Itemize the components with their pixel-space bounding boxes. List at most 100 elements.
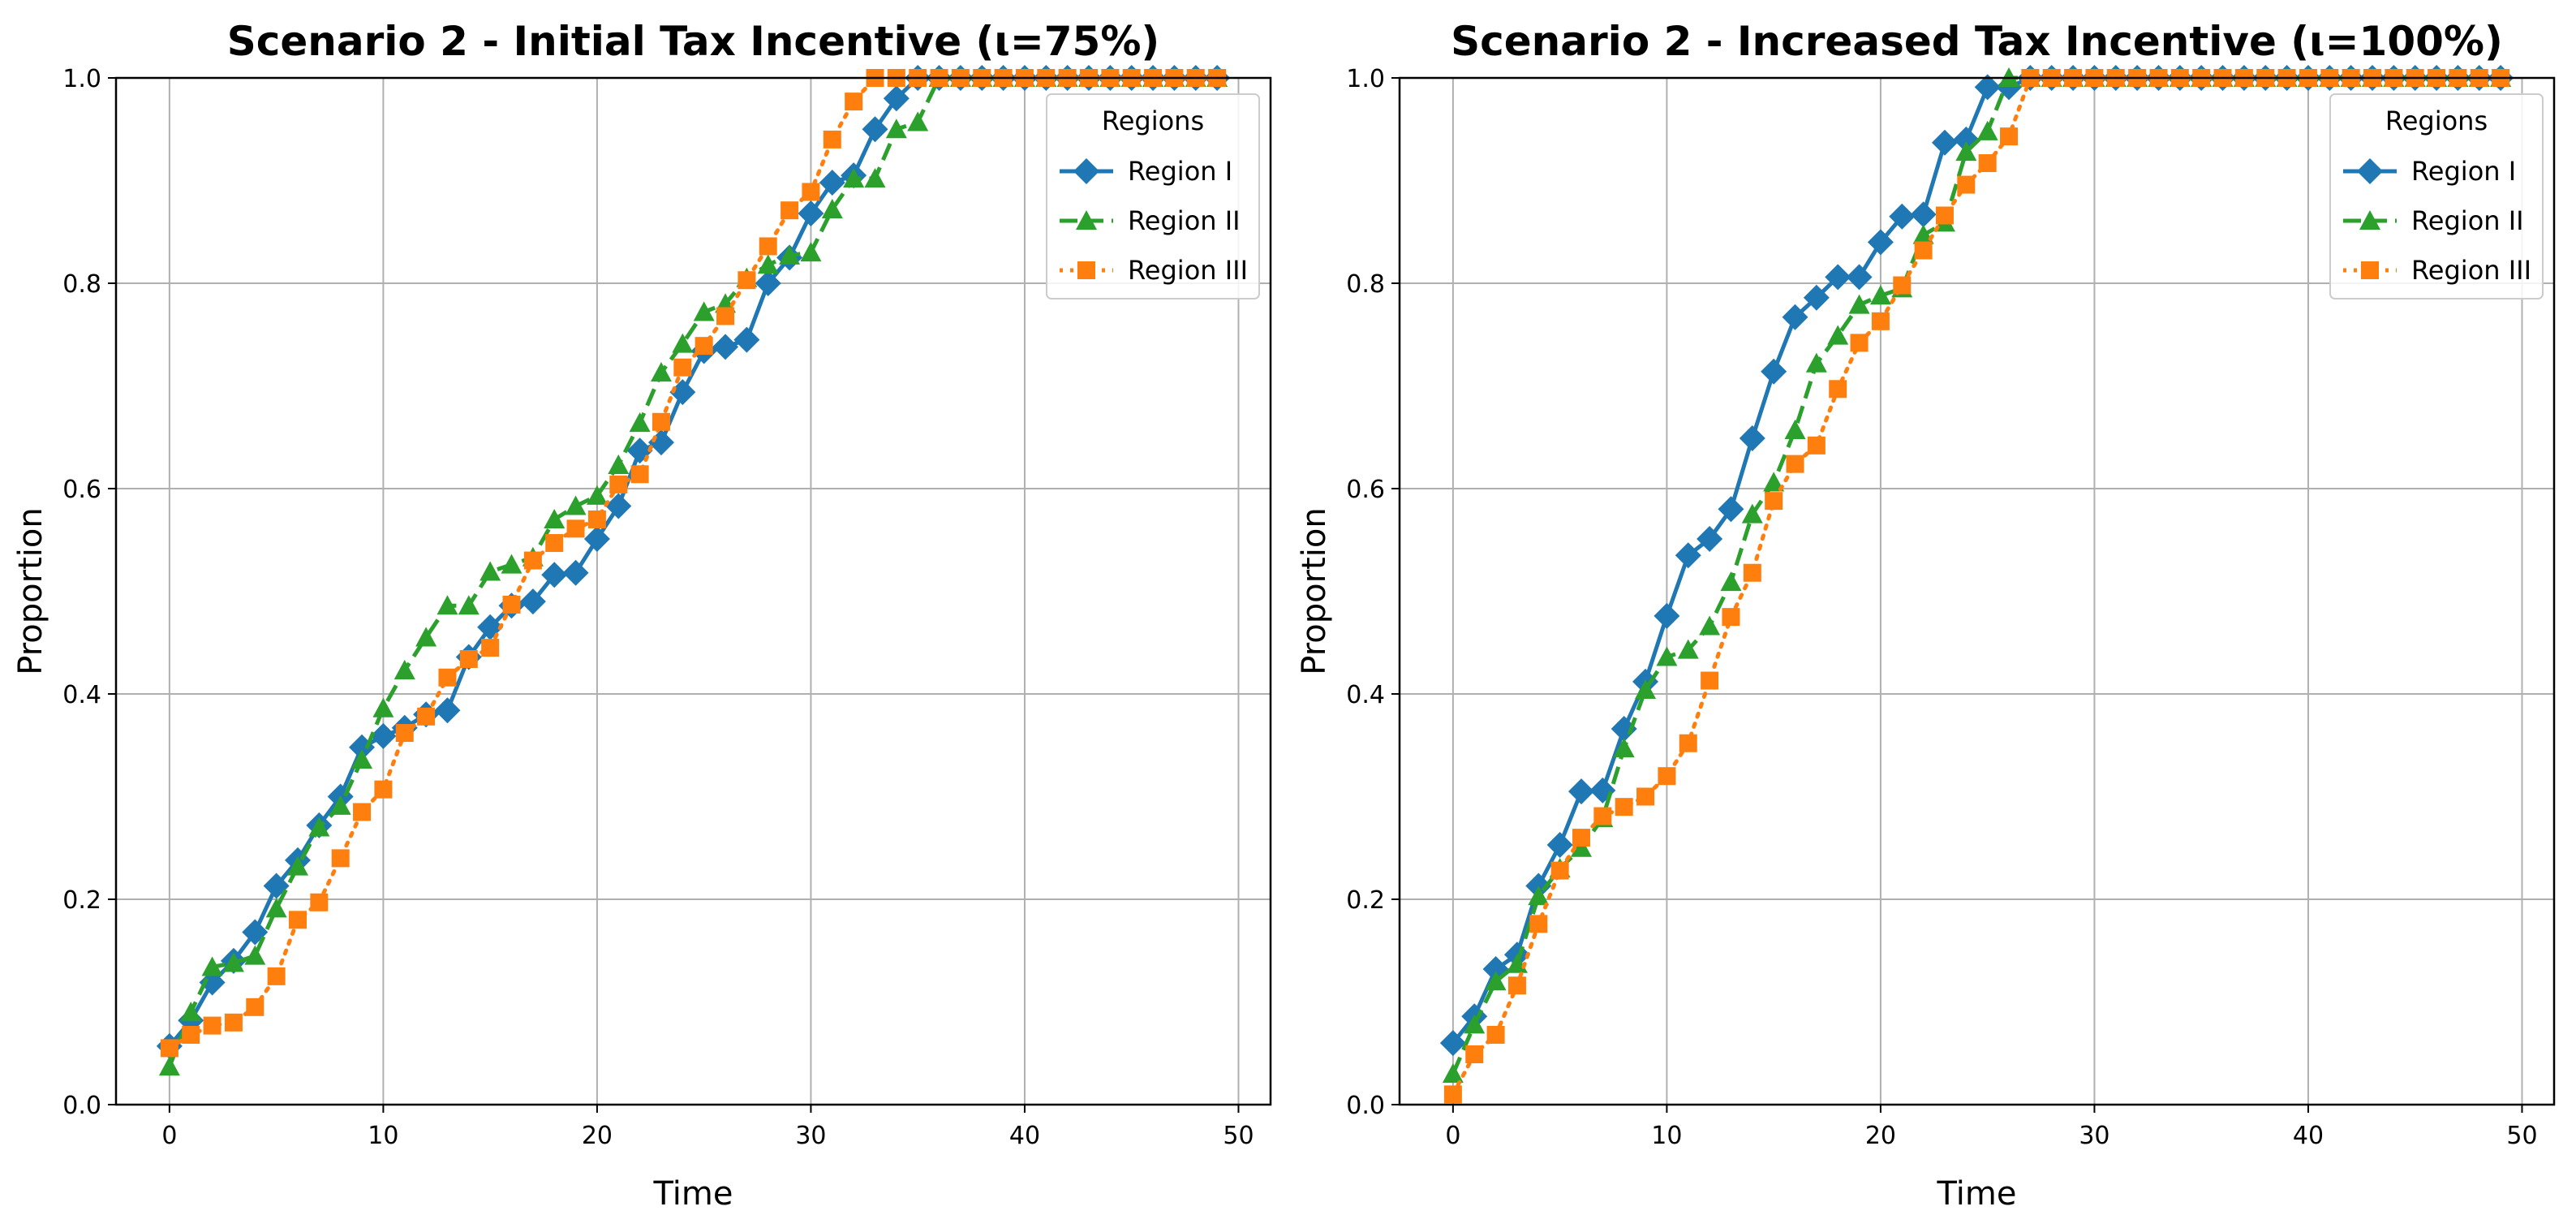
data-point xyxy=(308,817,330,837)
data-point xyxy=(1931,129,1958,156)
legend-marker xyxy=(1073,158,1099,184)
legend-box xyxy=(1046,93,1260,299)
legend-label: Region I xyxy=(1128,156,1232,187)
data-point xyxy=(862,116,888,143)
data-point xyxy=(1807,436,1826,455)
data-point xyxy=(1871,312,1890,330)
data-point xyxy=(1889,203,1916,230)
data-point xyxy=(673,358,692,377)
data-point xyxy=(1486,1025,1505,1044)
data-point xyxy=(329,795,351,815)
data-point xyxy=(630,465,649,484)
data-point xyxy=(1718,496,1744,523)
data-point xyxy=(545,534,564,553)
data-point xyxy=(759,237,777,256)
data-point xyxy=(1846,264,1873,291)
x-tick-label: 50 xyxy=(1223,1122,1254,1150)
data-point xyxy=(1722,608,1740,627)
data-point xyxy=(374,780,393,799)
data-point xyxy=(1955,141,1977,162)
data-point xyxy=(823,130,841,149)
legend-entry: Region III xyxy=(1060,255,1248,286)
data-point xyxy=(650,362,672,382)
data-point xyxy=(802,183,820,201)
data-point xyxy=(1550,861,1569,880)
data-point xyxy=(907,111,929,131)
data-point xyxy=(459,649,478,668)
data-point xyxy=(1529,915,1548,933)
y-tick-label: 0.8 xyxy=(1346,270,1385,299)
data-point xyxy=(1611,716,1637,743)
data-point xyxy=(1675,542,1701,569)
data-point xyxy=(1765,492,1783,511)
data-point xyxy=(1572,829,1590,847)
chart-panel-2: 0 10 20 30 40 50 0.0 0.2 0.4 0.6 0.8 1.0 Scenario 2 … xyxy=(1296,18,2556,1213)
data-point xyxy=(583,525,610,552)
y-tick-label: 0.2 xyxy=(1346,886,1385,915)
data-point xyxy=(1805,352,1827,373)
data-point xyxy=(883,85,910,112)
data-point xyxy=(370,722,397,749)
data-point xyxy=(265,898,287,918)
chart-panel-1: 0 10 20 30 40 50 0.0 0.2 0.4 0.6 0.8 1.0 Scenario 2 … xyxy=(12,18,1272,1213)
data-point xyxy=(1442,1063,1464,1084)
data-point xyxy=(310,893,329,911)
data-point xyxy=(864,167,886,188)
data-point xyxy=(1957,175,1976,194)
y-tick-label: 0.6 xyxy=(62,476,101,504)
legend-label: Region II xyxy=(2411,205,2524,236)
data-point xyxy=(586,485,608,505)
data-point xyxy=(1439,1030,1466,1057)
data-point xyxy=(331,849,350,868)
data-point xyxy=(566,519,585,538)
legend-marker xyxy=(1076,210,1097,231)
data-point xyxy=(1443,1085,1462,1104)
data-point xyxy=(395,724,414,743)
x-axis-label: Time xyxy=(1937,1175,2017,1213)
y-tick-label: 0.6 xyxy=(1346,476,1385,504)
data-point xyxy=(800,242,822,262)
data-point xyxy=(224,1013,243,1032)
data-point xyxy=(565,495,587,515)
data-point xyxy=(1829,380,1847,399)
legend-entry: Region I xyxy=(2343,156,2516,187)
data-point xyxy=(1546,831,1573,858)
data-point xyxy=(458,595,480,615)
data-point xyxy=(605,493,632,519)
data-point xyxy=(669,379,696,406)
data-point xyxy=(1743,563,1761,582)
data-point xyxy=(1976,120,1998,140)
x-tick-label: 0 xyxy=(1445,1122,1460,1150)
data-point xyxy=(286,855,308,876)
data-point xyxy=(1741,503,1763,524)
data-point xyxy=(393,659,415,679)
data-point xyxy=(1635,679,1657,699)
legend: Regions Region I Region II Region III xyxy=(2329,93,2544,299)
legend-label: Region III xyxy=(2411,255,2531,286)
data-point xyxy=(1784,419,1806,439)
data-point xyxy=(652,412,670,431)
x-tick-label: 40 xyxy=(1009,1122,1040,1150)
legend-title: Regions xyxy=(1102,106,1204,136)
data-point xyxy=(201,956,223,976)
data-point xyxy=(755,270,781,296)
data-point xyxy=(434,697,461,724)
data-point xyxy=(1803,284,1830,311)
data-point xyxy=(288,911,307,929)
data-point xyxy=(629,412,651,433)
data-point xyxy=(480,561,501,581)
data-point xyxy=(158,1056,180,1076)
data-point xyxy=(1782,304,1808,330)
data-point xyxy=(417,707,436,726)
data-point xyxy=(160,1039,178,1058)
x-tick-label: 50 xyxy=(2506,1122,2537,1150)
data-point xyxy=(1485,971,1507,991)
data-point xyxy=(1786,455,1804,473)
data-point xyxy=(519,588,546,615)
legend-marker xyxy=(2359,210,2380,231)
data-point xyxy=(672,333,694,353)
data-point xyxy=(1739,425,1765,452)
data-point xyxy=(1699,615,1721,636)
data-point xyxy=(1697,525,1723,552)
